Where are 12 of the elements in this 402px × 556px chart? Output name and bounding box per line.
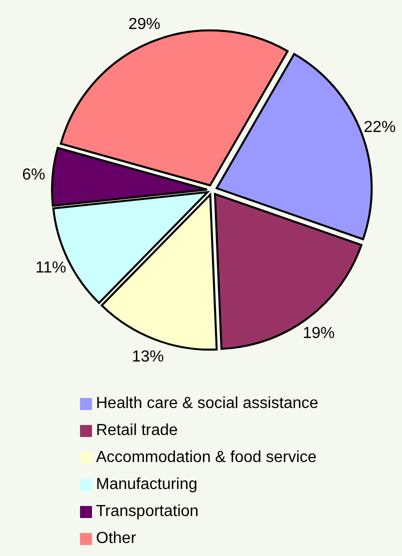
legend-label: Manufacturing — [96, 476, 198, 493]
legend-label: Retail trade — [96, 422, 178, 439]
data-label: 19% — [302, 325, 335, 342]
data-label: 22% — [364, 119, 396, 136]
data-label: 11% — [35, 259, 66, 276]
legend-label: Health care & social assistance — [96, 395, 318, 412]
legend-label: Accommodation & food service — [96, 449, 317, 466]
data-label: 6% — [22, 166, 46, 184]
legend-label: Other — [96, 530, 136, 547]
data-label: 29% — [128, 16, 160, 33]
data-label: 13% — [132, 348, 164, 366]
legend-label: Transportation — [96, 503, 199, 520]
